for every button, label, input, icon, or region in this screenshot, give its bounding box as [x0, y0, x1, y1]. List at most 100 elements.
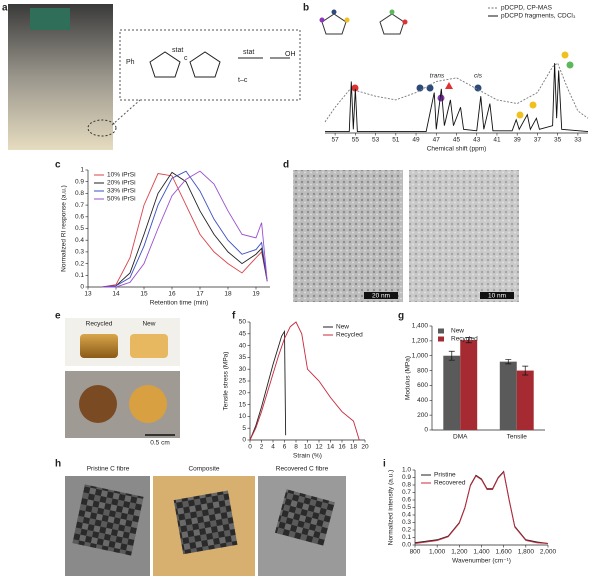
x-tick-label: 35 — [554, 137, 562, 144]
photo-label: Pristine C fibre — [87, 466, 130, 473]
x-tick-label: 15 — [140, 291, 148, 298]
y-tick-label: 0.6 — [402, 497, 411, 504]
x-axis-label: Chemical shift (ppm) — [427, 146, 487, 153]
y-tick-label: 0 — [424, 427, 428, 434]
marker-icon — [561, 51, 569, 59]
marker-icon — [516, 111, 524, 119]
x-tick-label: Tensile — [507, 434, 528, 441]
x-tick-label: 0 — [248, 444, 252, 451]
x-tick-label: 18 — [350, 444, 358, 451]
structure-text: Ph — [126, 59, 135, 66]
y-tick-label: 15 — [239, 401, 247, 408]
zoom-circle — [87, 119, 117, 137]
data-line — [249, 321, 360, 441]
scale-label: 0.5 cm — [150, 440, 170, 447]
y-tick-label: 45 — [239, 331, 247, 338]
legend-label: New — [451, 328, 464, 335]
legend-label: Recovered — [434, 480, 466, 487]
x-tick-label: 2 — [260, 444, 264, 451]
marker-icon — [319, 17, 325, 23]
y-axis-label: Modulus (MPa) — [405, 356, 412, 400]
panel-label: e — [55, 311, 61, 322]
data-line — [414, 471, 549, 544]
panel-label: h — [55, 459, 61, 470]
x-axis-label: Wavenumber (cm⁻¹) — [452, 558, 511, 565]
zoom-line — [111, 99, 141, 126]
legend-label: 10% iPrSi — [107, 172, 136, 179]
structure-text: stat — [172, 47, 183, 54]
data-line — [249, 329, 287, 441]
y-tick-label: 20 — [239, 390, 247, 397]
marker-icon — [426, 84, 434, 92]
y-tick-label: 800 — [417, 367, 428, 374]
marker-icon — [437, 94, 445, 102]
x-tick-label: 57 — [331, 137, 339, 144]
y-tick-label: 0.7 — [402, 489, 411, 496]
photo-label: Composite — [188, 466, 219, 473]
bar — [516, 370, 534, 430]
x-tick-label: 43 — [473, 137, 481, 144]
x-tick-label: 39 — [514, 137, 522, 144]
error-bar — [465, 337, 472, 344]
legend-label: pDCPD, CP-MAS — [501, 5, 553, 12]
y-tick-label: 1.0 — [402, 467, 411, 474]
panel-label: g — [398, 311, 404, 322]
y-tick-label: 0.2 — [402, 527, 411, 534]
y-tick-label: 0.5 — [75, 225, 84, 232]
x-tick-label: 8 — [294, 444, 298, 451]
photo-label: Recovered C fibre — [276, 466, 329, 473]
x-tick-label: 2,000 — [540, 549, 557, 556]
y-tick-label: 0.4 — [402, 512, 411, 519]
vial-cap — [30, 8, 70, 30]
y-tick-label: 30 — [239, 366, 247, 373]
x-tick-label: 1,800 — [518, 549, 535, 556]
marker-icon — [416, 84, 424, 92]
marker-icon — [566, 61, 574, 69]
y-tick-label: 25 — [239, 378, 247, 385]
structure-text: c — [184, 55, 188, 62]
y-tick-label: 0 — [242, 437, 246, 444]
fibre-weave — [72, 484, 144, 556]
x-tick-label: 16 — [338, 444, 346, 451]
y-tick-label: 0.5 — [402, 504, 411, 511]
legend-swatch — [438, 336, 444, 342]
tem-image — [293, 170, 403, 302]
x-tick-label: 14 — [327, 444, 335, 451]
error-bar — [448, 350, 455, 361]
x-tick-label: 20 — [361, 444, 369, 451]
marker-icon — [474, 84, 482, 92]
legend-label: Recycled — [336, 332, 363, 339]
fibre-weave — [274, 489, 335, 546]
x-tick-label: 12 — [315, 444, 323, 451]
x-tick-label: 33 — [574, 137, 582, 144]
x-tick-label: 16 — [168, 291, 176, 298]
y-tick-label: 0 — [80, 284, 84, 291]
y-tick-label: 0.9 — [402, 474, 411, 481]
y-tick-label: 50 — [239, 319, 247, 326]
structure-bonds — [149, 51, 290, 78]
y-tick-label: 1,400 — [412, 323, 429, 330]
disc — [130, 334, 168, 358]
y-tick-label: 0.0 — [402, 542, 411, 549]
y-axis-label: Normalized RI response (a.u.) — [61, 185, 68, 272]
x-tick-label: 55 — [352, 137, 360, 144]
y-tick-label: 0.1 — [75, 272, 84, 279]
bar — [460, 340, 478, 430]
y-tick-label: 10 — [239, 413, 247, 420]
data-line — [101, 170, 268, 288]
x-tick-label: 19 — [252, 291, 260, 298]
y-axis-label: Tensile stress (MPa) — [223, 352, 230, 411]
photo-label: Recycled — [86, 321, 113, 328]
x-tick-label: 18 — [224, 291, 232, 298]
x-tick-label: 6 — [283, 444, 287, 451]
x-tick-label: 51 — [392, 137, 400, 144]
data-line — [102, 170, 268, 288]
legend-label: New — [336, 324, 349, 331]
tem-image — [409, 170, 519, 302]
y-tick-label: 400 — [417, 397, 428, 404]
x-tick-label: 37 — [534, 137, 542, 144]
y-tick-label: 1,000 — [412, 352, 429, 359]
data-line — [325, 63, 589, 132]
panel-label: f — [232, 311, 236, 322]
scale-bar — [364, 292, 398, 299]
